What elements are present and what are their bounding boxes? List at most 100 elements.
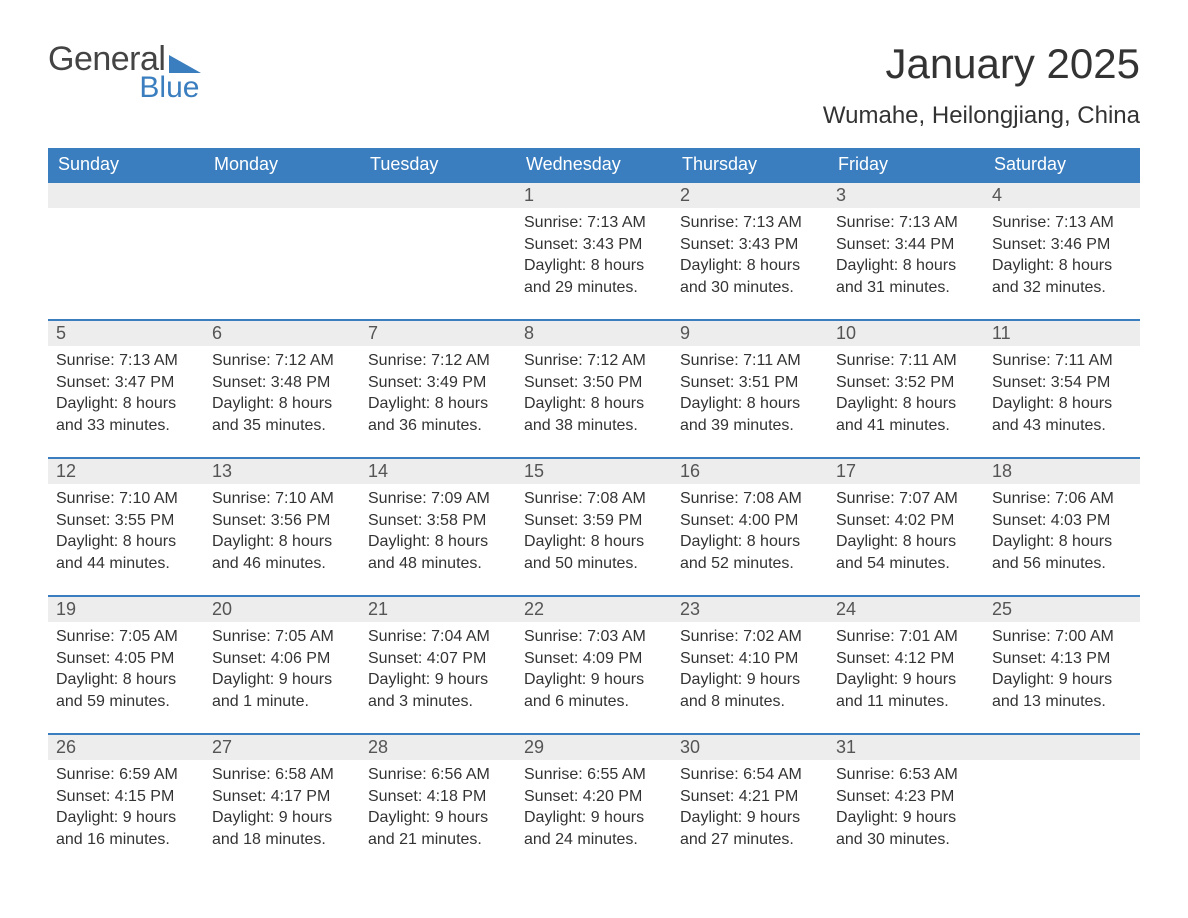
day-details: Sunrise: 7:10 AMSunset: 3:56 PMDaylight:…: [204, 484, 360, 574]
calendar-week-row: 12Sunrise: 7:10 AMSunset: 3:55 PMDayligh…: [48, 457, 1140, 595]
sunset-line: Sunset: 4:18 PM: [368, 786, 508, 808]
sunrise-line: Sunrise: 6:55 AM: [524, 764, 664, 786]
logo-text-blue: Blue: [48, 71, 199, 105]
daylight-line: Daylight: 8 hours and 33 minutes.: [56, 393, 196, 436]
sunrise-line: Sunrise: 6:56 AM: [368, 764, 508, 786]
calendar-cell: 29Sunrise: 6:55 AMSunset: 4:20 PMDayligh…: [516, 733, 672, 871]
sunset-line: Sunset: 4:13 PM: [992, 648, 1132, 670]
day-number: 1: [516, 181, 672, 208]
daylight-line: Daylight: 8 hours and 54 minutes.: [836, 531, 976, 574]
weekday-header: Wednesday: [516, 148, 672, 181]
sunset-line: Sunset: 4:06 PM: [212, 648, 352, 670]
sunrise-line: Sunrise: 7:10 AM: [56, 488, 196, 510]
sunset-line: Sunset: 3:52 PM: [836, 372, 976, 394]
daylight-line: Daylight: 9 hours and 1 minute.: [212, 669, 352, 712]
daylight-line: Daylight: 9 hours and 18 minutes.: [212, 807, 352, 850]
daylight-line: Daylight: 8 hours and 39 minutes.: [680, 393, 820, 436]
calendar-cell: 16Sunrise: 7:08 AMSunset: 4:00 PMDayligh…: [672, 457, 828, 595]
calendar-cell: 21Sunrise: 7:04 AMSunset: 4:07 PMDayligh…: [360, 595, 516, 733]
sunrise-line: Sunrise: 7:09 AM: [368, 488, 508, 510]
calendar-cell: 18Sunrise: 7:06 AMSunset: 4:03 PMDayligh…: [984, 457, 1140, 595]
daylight-line: Daylight: 8 hours and 59 minutes.: [56, 669, 196, 712]
daylight-line: Daylight: 8 hours and 31 minutes.: [836, 255, 976, 298]
day-number: 3: [828, 181, 984, 208]
day-number: 10: [828, 319, 984, 346]
calendar-cell: 30Sunrise: 6:54 AMSunset: 4:21 PMDayligh…: [672, 733, 828, 871]
daylight-line: Daylight: 9 hours and 21 minutes.: [368, 807, 508, 850]
daylight-line: Daylight: 8 hours and 38 minutes.: [524, 393, 664, 436]
sunset-line: Sunset: 3:56 PM: [212, 510, 352, 532]
calendar-cell: 15Sunrise: 7:08 AMSunset: 3:59 PMDayligh…: [516, 457, 672, 595]
day-number: 27: [204, 733, 360, 760]
daylight-line: Daylight: 8 hours and 35 minutes.: [212, 393, 352, 436]
day-number: 25: [984, 595, 1140, 622]
day-details: Sunrise: 6:59 AMSunset: 4:15 PMDaylight:…: [48, 760, 204, 850]
calendar-table: SundayMondayTuesdayWednesdayThursdayFrid…: [48, 148, 1140, 871]
day-number: 9: [672, 319, 828, 346]
daylight-line: Daylight: 9 hours and 30 minutes.: [836, 807, 976, 850]
sunset-line: Sunset: 3:58 PM: [368, 510, 508, 532]
sunset-line: Sunset: 3:50 PM: [524, 372, 664, 394]
day-details: Sunrise: 7:11 AMSunset: 3:54 PMDaylight:…: [984, 346, 1140, 436]
day-details: Sunrise: 7:10 AMSunset: 3:55 PMDaylight:…: [48, 484, 204, 574]
calendar-cell: [984, 733, 1140, 871]
day-details: Sunrise: 7:00 AMSunset: 4:13 PMDaylight:…: [984, 622, 1140, 712]
calendar-cell: 20Sunrise: 7:05 AMSunset: 4:06 PMDayligh…: [204, 595, 360, 733]
day-number: 12: [48, 457, 204, 484]
day-number: 30: [672, 733, 828, 760]
sunrise-line: Sunrise: 7:05 AM: [212, 626, 352, 648]
sunset-line: Sunset: 4:20 PM: [524, 786, 664, 808]
calendar-cell: 8 Sunrise: 7:12 AMSunset: 3:50 PMDaylight…: [516, 319, 672, 457]
day-details: Sunrise: 7:12 AMSunset: 3:49 PMDaylight:…: [360, 346, 516, 436]
sunrise-line: Sunrise: 7:12 AM: [524, 350, 664, 372]
day-number-bar: [48, 181, 204, 208]
day-number: 18: [984, 457, 1140, 484]
sunset-line: Sunset: 3:51 PM: [680, 372, 820, 394]
day-number-bar: [360, 181, 516, 208]
sunrise-line: Sunrise: 7:07 AM: [836, 488, 976, 510]
day-number: 8: [516, 319, 672, 346]
day-details: Sunrise: 6:56 AMSunset: 4:18 PMDaylight:…: [360, 760, 516, 850]
sunrise-line: Sunrise: 7:00 AM: [992, 626, 1132, 648]
day-details: Sunrise: 7:13 AMSunset: 3:44 PMDaylight:…: [828, 208, 984, 298]
sunset-line: Sunset: 4:12 PM: [836, 648, 976, 670]
daylight-line: Daylight: 8 hours and 32 minutes.: [992, 255, 1132, 298]
sunrise-line: Sunrise: 7:06 AM: [992, 488, 1132, 510]
sunset-line: Sunset: 3:43 PM: [524, 234, 664, 256]
sunset-line: Sunset: 4:09 PM: [524, 648, 664, 670]
day-number: 29: [516, 733, 672, 760]
calendar-week-row: 5Sunrise: 7:13 AMSunset: 3:47 PMDaylight…: [48, 319, 1140, 457]
sunrise-line: Sunrise: 7:11 AM: [680, 350, 820, 372]
day-details: Sunrise: 7:02 AMSunset: 4:10 PMDaylight:…: [672, 622, 828, 712]
daylight-line: Daylight: 9 hours and 27 minutes.: [680, 807, 820, 850]
calendar-cell: 3Sunrise: 7:13 AMSunset: 3:44 PMDaylight…: [828, 181, 984, 319]
calendar-cell: 6Sunrise: 7:12 AMSunset: 3:48 PMDaylight…: [204, 319, 360, 457]
calendar-cell: 28Sunrise: 6:56 AMSunset: 4:18 PMDayligh…: [360, 733, 516, 871]
sunset-line: Sunset: 3:55 PM: [56, 510, 196, 532]
calendar-cell: 13Sunrise: 7:10 AMSunset: 3:56 PMDayligh…: [204, 457, 360, 595]
calendar-cell: 22Sunrise: 7:03 AMSunset: 4:09 PMDayligh…: [516, 595, 672, 733]
day-details: Sunrise: 7:01 AMSunset: 4:12 PMDaylight:…: [828, 622, 984, 712]
sunrise-line: Sunrise: 7:11 AM: [992, 350, 1132, 372]
daylight-line: Daylight: 8 hours and 29 minutes.: [524, 255, 664, 298]
sunset-line: Sunset: 4:07 PM: [368, 648, 508, 670]
month-title: January 2025: [823, 40, 1140, 88]
sunrise-line: Sunrise: 7:13 AM: [992, 212, 1132, 234]
calendar-cell: 10Sunrise: 7:11 AMSunset: 3:52 PMDayligh…: [828, 319, 984, 457]
day-details: Sunrise: 7:11 AMSunset: 3:52 PMDaylight:…: [828, 346, 984, 436]
calendar-week-row: 19Sunrise: 7:05 AMSunset: 4:05 PMDayligh…: [48, 595, 1140, 733]
sunrise-line: Sunrise: 6:53 AM: [836, 764, 976, 786]
calendar-cell: 19Sunrise: 7:05 AMSunset: 4:05 PMDayligh…: [48, 595, 204, 733]
daylight-line: Daylight: 8 hours and 50 minutes.: [524, 531, 664, 574]
calendar-cell: 11Sunrise: 7:11 AMSunset: 3:54 PMDayligh…: [984, 319, 1140, 457]
day-number-bar: [984, 733, 1140, 760]
weekday-header: Monday: [204, 148, 360, 181]
sunset-line: Sunset: 3:47 PM: [56, 372, 196, 394]
day-details: Sunrise: 7:09 AMSunset: 3:58 PMDaylight:…: [360, 484, 516, 574]
sunset-line: Sunset: 3:48 PM: [212, 372, 352, 394]
calendar-cell: [48, 181, 204, 319]
calendar-cell: 23Sunrise: 7:02 AMSunset: 4:10 PMDayligh…: [672, 595, 828, 733]
daylight-line: Daylight: 8 hours and 52 minutes.: [680, 531, 820, 574]
sunrise-line: Sunrise: 7:08 AM: [680, 488, 820, 510]
sunrise-line: Sunrise: 7:04 AM: [368, 626, 508, 648]
